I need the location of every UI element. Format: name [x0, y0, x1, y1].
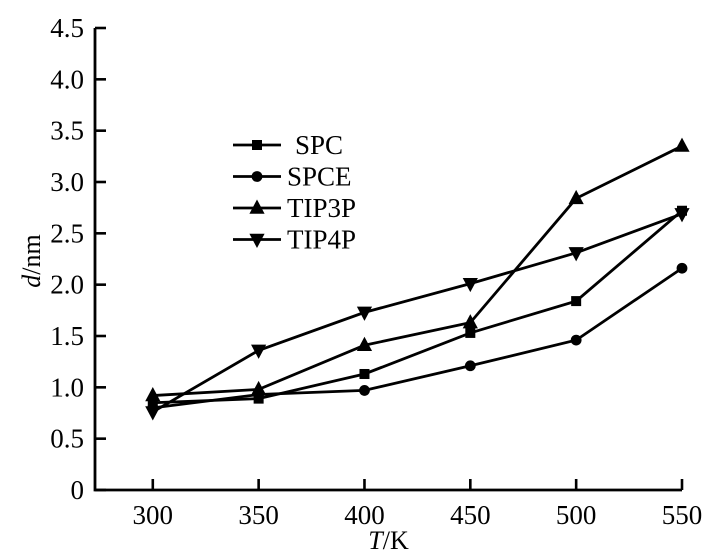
series-marker-TIP4P: [674, 208, 690, 223]
series-marker-TIP3P: [145, 387, 161, 402]
y-axis-title: d/nm: [17, 234, 46, 287]
series-marker-TIP3P: [251, 380, 267, 396]
y-axis-tick-label: 2.5: [50, 218, 84, 248]
series-line-SPC: [152, 209, 683, 405]
series-marker-TIP3P: [568, 189, 584, 205]
series-marker-SPC: [359, 368, 370, 379]
y-axis-tick-label: 0: [71, 475, 85, 505]
series-marker-TIP3P: [462, 314, 478, 329]
x-axis-tick-label: 350: [238, 500, 279, 530]
series-line-SPCE: [152, 267, 683, 410]
series-marker-SPCE: [676, 262, 688, 274]
x-axis-tick-label: 450: [450, 500, 491, 530]
y-axis-tick-label: 1.5: [50, 321, 84, 351]
series-marker-TIP3P: [674, 137, 690, 152]
legend-label: TIP3P: [287, 193, 356, 223]
legend-triangle-up-icon: [249, 199, 265, 214]
x-axis-tick-label: 400: [344, 500, 385, 530]
series-marker-TIP4P: [568, 247, 584, 262]
series-marker-TIP4P: [462, 277, 478, 293]
series-line-TIP3P: [152, 144, 683, 397]
series-marker-TIP4P: [356, 306, 373, 321]
y-axis-tick-label: 4.0: [50, 64, 84, 94]
legend-item: TIP4P: [233, 225, 356, 255]
x-axis-tick-label: 500: [556, 500, 597, 530]
y-axis-tick-label: 3.5: [50, 116, 84, 146]
legend-circle-icon: [251, 171, 263, 182]
series-marker-SPCE: [359, 385, 370, 396]
y-axis-tick-label: 4.5: [50, 13, 84, 43]
x-axis-tick-label: 550: [662, 500, 703, 530]
series-marker-SPC: [571, 296, 582, 307]
legend-label: TIP4P: [287, 225, 356, 255]
series-marker-SPC: [465, 327, 476, 338]
legend-label: SPCE: [287, 162, 352, 192]
legend-item: SPCE: [233, 162, 352, 192]
y-axis-tick-label: 0.5: [50, 424, 84, 454]
legend-square-icon: [252, 140, 262, 150]
legend-label: SPC: [295, 130, 343, 160]
series-marker-TIP4P: [251, 344, 267, 359]
series-marker-TIP4P: [145, 406, 161, 421]
legend-triangle-down-icon: [249, 233, 265, 248]
legend-item: TIP3P: [233, 193, 356, 223]
axes-frame: [93, 28, 682, 492]
series-line-TIP4P: [152, 212, 683, 414]
series-marker-SPCE: [570, 334, 582, 346]
series-marker-SPCE: [464, 360, 476, 372]
y-axis-tick-label: 3.0: [50, 167, 84, 197]
x-axis-tick-label: 300: [133, 500, 174, 530]
y-axis-tick-label: 2.0: [50, 270, 84, 300]
legend-item: SPC: [233, 130, 343, 160]
y-axis-tick-label: 1.0: [50, 372, 84, 402]
series-marker-TIP3P: [356, 336, 373, 351]
x-axis-title: T/K: [368, 526, 409, 555]
